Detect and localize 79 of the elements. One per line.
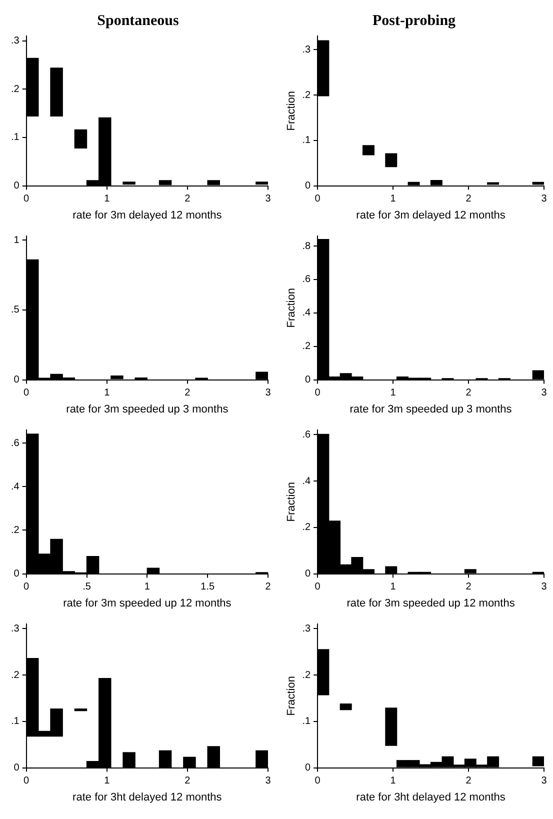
- y-tick-label: .1: [302, 135, 311, 146]
- x-tick-label: 3: [265, 776, 272, 787]
- y-tick-label: .4: [302, 476, 311, 487]
- y-tick-label: .3: [302, 623, 311, 634]
- y-tick-label: .3: [302, 44, 311, 56]
- x-tick-label: 3: [541, 388, 548, 399]
- y-tick-label: 0: [304, 568, 311, 580]
- y-tick-label: .6: [302, 274, 311, 286]
- y-tick-label: 0: [14, 762, 20, 774]
- y-tick-label: 0: [304, 762, 311, 774]
- x-tick-label: 2: [466, 582, 472, 593]
- y-tick-label: .4: [10, 481, 20, 492]
- y-tick-label: 0: [304, 374, 311, 386]
- y-tick-label: 1: [14, 234, 20, 246]
- x-tick-label: 2: [184, 776, 191, 787]
- x-tick-label: 0: [24, 776, 30, 787]
- x-tick-label: 2: [466, 388, 472, 399]
- x-axis-title: rate for 3m speeded up 12 months: [346, 597, 516, 610]
- x-tick-label: 2: [466, 776, 472, 787]
- x-tick-label: 1: [390, 776, 396, 787]
- y-tick-label: 0: [14, 568, 20, 580]
- y-tick-label: .2: [10, 524, 20, 536]
- x-tick-label: 0: [314, 194, 321, 205]
- y-tick-label: .1: [10, 716, 20, 728]
- y-tick-label: .8: [302, 240, 311, 252]
- y-tick-label: .4: [302, 308, 311, 319]
- x-axis-title: rate for 3m delayed 12 months: [72, 209, 222, 222]
- x-tick-label: 0: [24, 194, 30, 205]
- y-tick-label: .2: [10, 670, 20, 681]
- x-tick-label: 1.5: [200, 582, 215, 593]
- x-axis-title: rate for 3ht delayed 12 months: [72, 791, 222, 804]
- x-tick-label: 1: [390, 388, 396, 399]
- x-tick-label: 3: [265, 194, 272, 205]
- x-tick-label: 0: [314, 582, 321, 593]
- y-tick-label: .3: [10, 623, 20, 634]
- x-tick-label: 0: [314, 776, 321, 787]
- y-tick-label: .2: [302, 670, 311, 681]
- y-axis-title: Fraction: [286, 482, 298, 522]
- x-tick-label: 1: [104, 388, 110, 399]
- x-axis-title: rate for 3ht delayed 12 months: [356, 791, 506, 804]
- y-tick-label: .3: [10, 36, 20, 47]
- x-axis-title: rate for 3m delayed 12 months: [356, 209, 506, 222]
- y-tick-label: .2: [302, 341, 311, 352]
- y-tick-label: .1: [10, 132, 20, 144]
- x-tick-label: 1: [144, 582, 150, 593]
- y-tick-label: .1: [302, 716, 311, 728]
- x-tick-label: 1: [104, 194, 110, 205]
- y-axis-title: Fraction: [286, 288, 298, 328]
- x-tick-label: 0: [314, 388, 321, 399]
- x-axis-title: rate for 3m speeded up 3 months: [66, 403, 229, 416]
- y-tick-label: 0: [14, 180, 20, 192]
- x-tick-label: 0: [24, 582, 30, 593]
- y-tick-label: .6: [302, 429, 311, 440]
- x-tick-label: 1: [390, 194, 396, 205]
- x-tick-label: 1: [390, 582, 396, 593]
- y-axis-title: Fraction: [286, 91, 298, 131]
- y-tick-label: .2: [10, 84, 20, 95]
- chart-title: Spontaneous: [97, 12, 180, 29]
- x-tick-label: 0: [24, 388, 30, 399]
- x-tick-label: .5: [82, 582, 92, 593]
- y-tick-label: 0: [14, 374, 20, 386]
- y-tick-label: .2: [302, 90, 311, 101]
- x-tick-label: 2: [466, 194, 472, 205]
- x-tick-label: 3: [541, 776, 548, 787]
- x-tick-label: 3: [541, 194, 548, 205]
- x-tick-label: 3: [541, 582, 548, 593]
- x-axis-title: rate for 3m speeded up 3 months: [350, 403, 512, 416]
- y-axis-title: Fraction: [286, 676, 298, 716]
- y-tick-label: .2: [302, 522, 311, 534]
- x-axis-title: rate for 3m speeded up 12 months: [63, 597, 232, 610]
- y-tick-label: 0: [304, 180, 311, 192]
- x-tick-label: 3: [265, 388, 272, 399]
- x-tick-label: 1: [104, 776, 110, 787]
- x-tick-label: 2: [184, 194, 191, 205]
- x-tick-label: 2: [265, 582, 272, 593]
- x-tick-label: 2: [184, 388, 191, 399]
- y-tick-label: .6: [10, 438, 20, 449]
- chart-title: Post-probing: [372, 12, 456, 29]
- y-tick-label: .5: [10, 304, 20, 316]
